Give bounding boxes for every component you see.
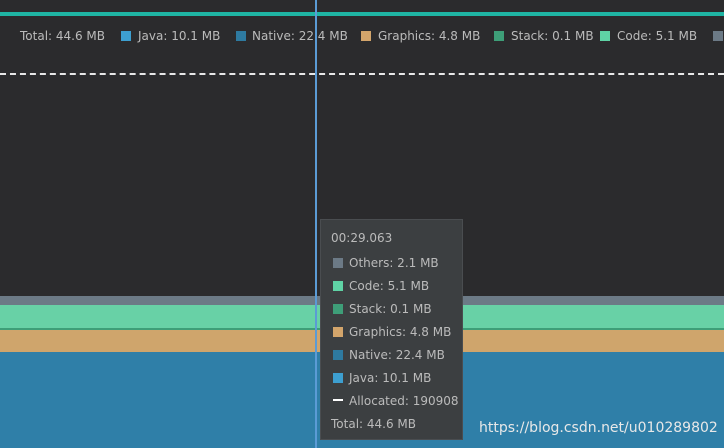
tooltip-total: Total: 44.6 MB <box>331 417 417 431</box>
legend-swatch <box>600 31 610 41</box>
tooltip-row: Code: 5.1 MB <box>349 279 430 293</box>
legend-item: Java: 10.1 MB <box>138 29 221 43</box>
legend-item: Stack: 0.1 MB <box>511 29 594 43</box>
tooltip-row: Others: 2.1 MB <box>349 256 439 270</box>
watermark: https://blog.csdn.net/u010289802 <box>479 420 718 436</box>
legend-swatch <box>494 31 504 41</box>
tooltip-row: Graphics: 4.8 MB <box>349 325 452 339</box>
legend-item: Code: 5.1 MB <box>617 29 698 43</box>
allocated-line <box>0 73 724 75</box>
tooltip-swatch <box>333 327 343 337</box>
tooltip: 00:29.063 Others: 2.1 MB Code: 5.1 MB St… <box>320 219 463 440</box>
tooltip-row: Native: 22.4 MB <box>349 348 445 362</box>
tooltip-swatch <box>333 373 343 383</box>
legend-swatch <box>361 31 371 41</box>
tooltip-time: 00:29.063 <box>331 231 393 245</box>
tooltip-swatch <box>333 258 343 268</box>
legend-item: Graphics: 4.8 MB <box>378 29 481 43</box>
tooltip-row: Stack: 0.1 MB <box>349 302 432 316</box>
legend-swatch <box>121 31 131 41</box>
top-bar <box>0 12 724 16</box>
tooltip-swatch <box>333 304 343 314</box>
legend-item: Native: 22.4 MB <box>252 29 348 43</box>
legend-swatch <box>236 31 246 41</box>
tooltip-swatch <box>333 281 343 291</box>
tooltip-swatch <box>333 399 343 401</box>
legend-total: Total: 44.6 MB <box>20 29 106 43</box>
tooltip-row: Allocated: 190908 <box>349 394 459 408</box>
legend-swatch <box>713 31 723 41</box>
tooltip-swatch <box>333 350 343 360</box>
cursor-line <box>315 0 317 448</box>
tooltip-row: Java: 10.1 MB <box>349 371 432 385</box>
